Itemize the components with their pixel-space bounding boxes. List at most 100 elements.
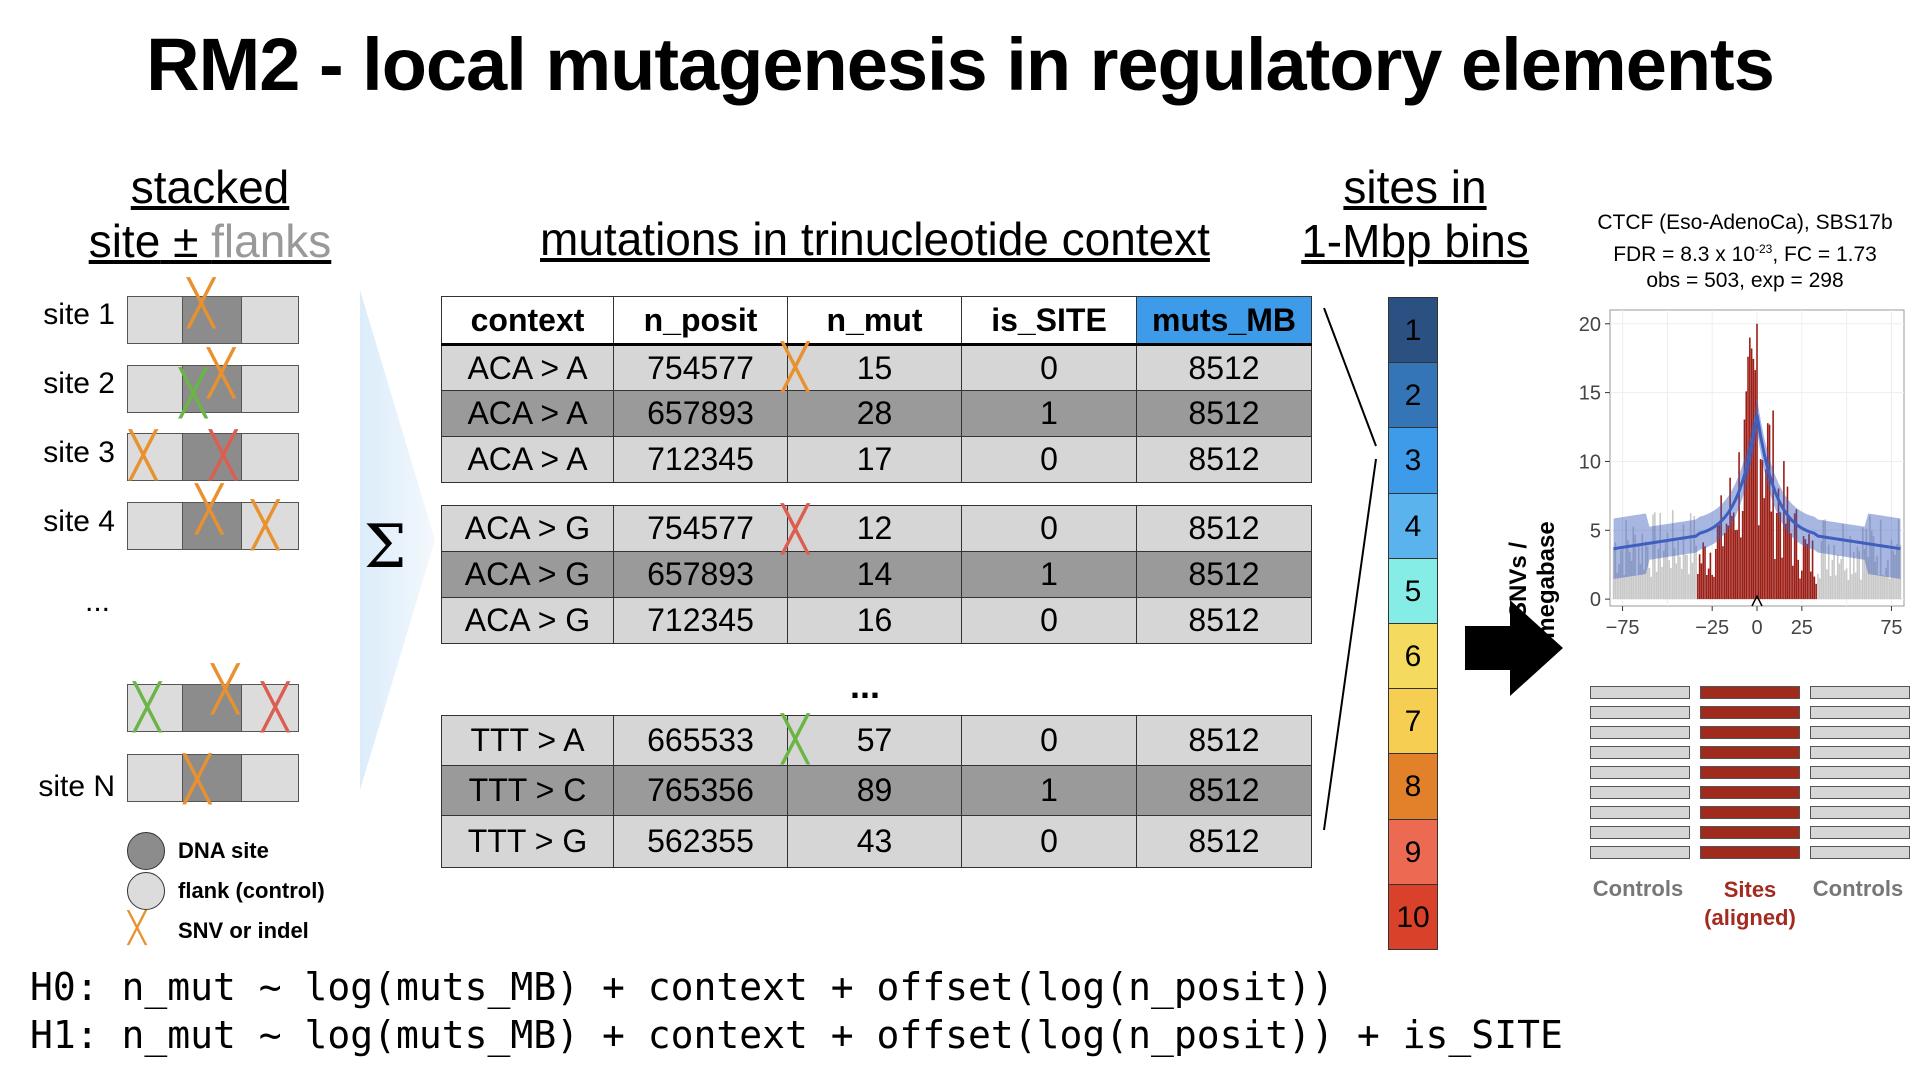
snv-bar <box>1714 548 1717 600</box>
table-row: TTT > C 765356 89 1 8512 <box>441 765 1312 816</box>
site-bar-5 <box>127 684 299 732</box>
col-header-n-posit: n_posit <box>613 296 788 346</box>
table-cell: TTT > A <box>441 715 614 766</box>
snv-bar <box>1704 546 1706 600</box>
snv-bar <box>1890 539 1893 600</box>
site-core <box>182 366 242 412</box>
snv-bar <box>1783 461 1785 600</box>
y-tick-label: 5 <box>1590 520 1601 542</box>
snv-bar <box>1845 568 1848 600</box>
stacked-heading-line2: site ± flanks <box>50 214 370 268</box>
table-cell: 8512 <box>1136 715 1312 766</box>
snv-bar <box>1645 541 1647 600</box>
snv-bar <box>1627 540 1629 600</box>
snv-bar <box>1804 539 1807 600</box>
snv-mark-icon: ╳ <box>210 430 237 481</box>
snv-bar <box>1829 576 1832 600</box>
aligned-site-bar <box>1700 806 1800 819</box>
site-label-2: site 2 <box>43 367 115 400</box>
table-cell: 43 <box>787 815 962 868</box>
snv-bar <box>1754 370 1757 600</box>
site-bar-3 <box>127 433 299 481</box>
snv-bar <box>1630 560 1633 600</box>
snv-bar <box>1799 578 1801 600</box>
y-tick-label: 0 <box>1590 589 1601 611</box>
snv-bar <box>1887 559 1889 600</box>
table-cell: ACA > G <box>441 597 614 644</box>
table-cell: 8512 <box>1136 390 1312 437</box>
control-bar <box>1590 766 1690 779</box>
snv-bar <box>1820 541 1823 600</box>
snv-bar <box>1740 537 1742 600</box>
snv-mark-icon: ╳ <box>130 430 157 481</box>
snv-bar <box>1808 533 1810 600</box>
legend-snv: SNV or indel <box>178 918 309 943</box>
snv-bar <box>1727 525 1730 600</box>
snv-bar <box>1824 519 1826 600</box>
snv-bar <box>1632 526 1635 600</box>
table-cell: 657893 <box>613 551 788 598</box>
table-cell: ACA > A <box>441 390 614 437</box>
site-label-n: site N <box>38 770 115 803</box>
snv-mark-icon: ╳ <box>782 714 809 765</box>
snv-legend-icon: ╳ <box>128 911 147 946</box>
snv-bar <box>1722 546 1724 600</box>
snv-bar <box>1870 530 1873 600</box>
bin-9: 9 <box>1388 818 1438 885</box>
snv-bar <box>1750 348 1753 600</box>
site-core <box>182 755 242 801</box>
snv-bar <box>1646 546 1649 600</box>
bin-2: 2 <box>1388 362 1438 429</box>
table-cell: ACA > G <box>441 505 614 552</box>
table-cell: 754577 <box>613 344 788 391</box>
snv-bar <box>1695 545 1697 600</box>
bin-1: 1 <box>1388 297 1438 364</box>
table-cell: 562355 <box>613 815 788 868</box>
sum-symbol: Σ <box>364 512 407 582</box>
table-cell: ACA > A <box>441 344 614 391</box>
table-cell: 1 <box>961 765 1137 816</box>
snv-bar <box>1883 575 1886 600</box>
snv-bar <box>1833 545 1835 600</box>
snv-bar <box>1636 575 1638 600</box>
snv-bar <box>1774 559 1776 600</box>
snv-bar <box>1666 532 1669 600</box>
snv-bar <box>1743 419 1746 600</box>
table-cell: 8512 <box>1136 551 1312 598</box>
snv-bar <box>1881 574 1884 600</box>
plot-title: CTCF (Eso-AdenoCa), SBS17b FDR = 8.3 x 1… <box>1570 210 1920 294</box>
control-bar <box>1810 706 1910 719</box>
snv-bar <box>1749 337 1751 600</box>
snv-bar <box>1639 564 1642 600</box>
y-tick-label: 20 <box>1579 314 1601 336</box>
snv-bar <box>1809 571 1812 600</box>
snv-bar <box>1670 567 1672 600</box>
bin-10: 10 <box>1388 883 1438 950</box>
table-cell: 17 <box>787 436 962 483</box>
snv-bar <box>1720 495 1722 600</box>
snv-bar <box>1684 554 1687 600</box>
bin-7: 7 <box>1388 688 1438 755</box>
legend-dna-site: DNA site <box>178 838 269 863</box>
snv-bar <box>1847 580 1850 600</box>
snv-bar <box>1682 524 1685 600</box>
table-cell: 8512 <box>1136 436 1312 483</box>
table-cell: 28 <box>787 390 962 437</box>
site-bar-2 <box>127 365 299 413</box>
table-row: ACA > A 754577 15 0 8512 <box>441 344 1312 391</box>
snv-bar <box>1741 511 1744 600</box>
snv-bar <box>1835 575 1837 600</box>
plot-title-line2: FDR = 8.3 x 10-23, FC = 1.73 <box>1570 236 1920 268</box>
control-bar <box>1590 826 1690 839</box>
snv-bar <box>1700 563 1703 600</box>
snv-bar <box>1661 566 1663 600</box>
center-marker <box>1751 594 1763 607</box>
snv-bar <box>1736 529 1739 600</box>
snv-bar <box>1650 576 1653 600</box>
snv-bar <box>1752 358 1755 600</box>
control-bar <box>1810 786 1910 799</box>
snv-bar <box>1623 575 1626 600</box>
snv-bar <box>1777 488 1780 600</box>
mutation-table: context n_posit n_mut is_SITE muts_MB AC… <box>441 296 1312 483</box>
control-bar <box>1590 706 1690 719</box>
